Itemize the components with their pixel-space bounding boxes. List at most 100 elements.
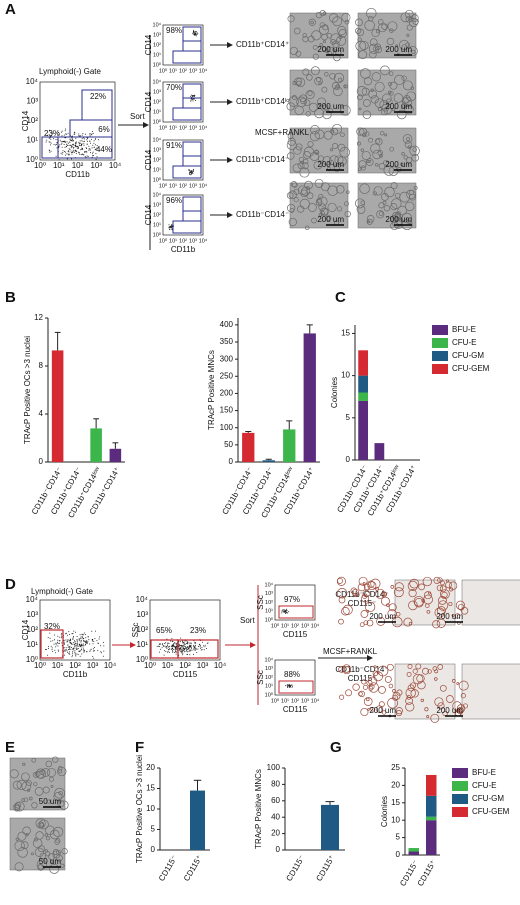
event-dot — [86, 651, 88, 653]
cell — [314, 76, 323, 86]
event-dot — [86, 143, 88, 145]
event-dot — [194, 30, 196, 32]
y-tick-label: 0 — [39, 457, 44, 466]
event-dot — [81, 644, 82, 646]
cell — [339, 694, 345, 700]
cell — [370, 706, 376, 712]
event-dot — [48, 141, 50, 143]
event-dot — [283, 610, 285, 612]
x-decade-label: 10³ — [301, 698, 309, 704]
event-dot — [57, 641, 58, 643]
y-tick-label: 5 — [151, 825, 156, 834]
event-dot — [80, 636, 82, 638]
event-dot — [187, 646, 189, 648]
event-dot — [63, 140, 65, 142]
event-dot — [84, 644, 86, 645]
cell — [412, 147, 417, 152]
event-dot — [164, 642, 166, 644]
cell — [437, 702, 445, 710]
event-dot — [100, 651, 102, 653]
cell — [460, 607, 469, 615]
event-dot — [81, 134, 83, 136]
cell — [332, 40, 340, 48]
event-dot — [180, 645, 182, 647]
event-dot — [48, 129, 50, 131]
event-dot — [288, 686, 290, 688]
event-dot — [72, 638, 74, 640]
cell — [355, 18, 363, 27]
event-dot — [72, 642, 74, 644]
event-dot — [74, 133, 76, 135]
event-dot — [286, 611, 288, 613]
cell — [314, 178, 324, 188]
y-decade-label: 10¹ — [153, 109, 161, 115]
event-dot — [91, 134, 92, 136]
event-dot — [81, 648, 83, 650]
y-axis-label: CD14 — [21, 619, 30, 640]
event-dot — [65, 154, 67, 156]
event-dot — [68, 151, 70, 153]
cell — [299, 167, 310, 178]
gate-percent: 22% — [90, 92, 106, 101]
subset-label: CD115⁺ — [348, 674, 377, 683]
event-dot — [191, 172, 193, 174]
cell — [309, 131, 320, 142]
event-dot — [81, 643, 83, 645]
cell — [393, 587, 404, 598]
event-dot — [50, 142, 52, 144]
cell — [333, 72, 345, 84]
event-dot — [70, 147, 72, 149]
cell — [449, 587, 454, 592]
y-axis-label: TRAcP Positive MNCs — [207, 350, 216, 430]
event-dot — [87, 642, 88, 644]
cell — [319, 24, 329, 35]
cell — [286, 203, 296, 213]
cell — [400, 12, 411, 23]
event-dot — [92, 132, 94, 134]
cell — [376, 210, 385, 219]
y-axis-label: TRAcP Positive MNCs — [254, 769, 263, 849]
cell — [408, 16, 414, 22]
event-dot — [187, 642, 189, 644]
event-dot — [191, 94, 192, 96]
cell — [312, 44, 318, 50]
gate — [172, 220, 202, 234]
flow-plot-frame — [274, 584, 316, 621]
error-bar — [325, 801, 335, 805]
cell — [55, 854, 63, 862]
x-decade-label: 10³ — [189, 238, 197, 244]
event-dot — [72, 654, 73, 656]
y-axis-label: SSc — [131, 623, 140, 638]
gate-percent: 65% — [156, 626, 172, 635]
event-dot — [98, 638, 100, 640]
event-dot — [78, 645, 80, 647]
cell — [336, 185, 345, 194]
cell — [300, 189, 309, 198]
event-dot — [83, 634, 84, 636]
cell — [12, 780, 22, 790]
x-decade-label: 10⁴ — [199, 124, 208, 131]
legend-label: CFU-E — [472, 781, 496, 790]
event-dot — [97, 139, 99, 141]
y-tick-label: 50 — [224, 440, 233, 449]
event-dot — [85, 642, 87, 644]
event-dot — [188, 648, 190, 650]
event-dot — [171, 637, 173, 639]
panel-letter: A — [5, 1, 16, 18]
x-decade-label: 10⁰ — [159, 124, 168, 131]
cell — [60, 863, 65, 868]
event-dot — [169, 651, 171, 653]
cell — [407, 46, 418, 57]
event-dot — [165, 651, 167, 652]
cell — [357, 167, 362, 171]
cell — [368, 682, 379, 693]
cell — [37, 821, 45, 829]
event-dot — [50, 640, 52, 642]
bar-segment — [426, 774, 437, 796]
event-dot — [67, 150, 69, 152]
event-dot — [192, 99, 194, 100]
event-dot — [190, 649, 192, 651]
event-dot — [193, 30, 195, 31]
y-decade-label: 10⁴ — [136, 595, 149, 604]
event-dot — [190, 99, 192, 101]
